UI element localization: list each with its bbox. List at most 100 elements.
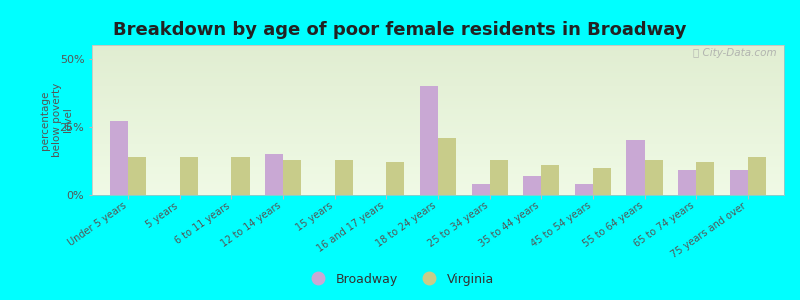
Y-axis label: percentage
below poverty
level: percentage below poverty level — [40, 83, 74, 157]
Bar — [748, 157, 766, 195]
Bar — [92, 99, 784, 101]
Bar — [92, 137, 784, 139]
Bar — [92, 52, 784, 54]
Bar — [92, 96, 784, 98]
Bar — [92, 161, 784, 163]
Bar — [283, 160, 301, 195]
Bar — [92, 178, 784, 180]
Bar — [92, 141, 784, 142]
Bar — [92, 159, 784, 161]
Bar — [92, 129, 784, 131]
Bar — [92, 107, 784, 109]
Bar — [92, 144, 784, 146]
Bar — [420, 86, 438, 195]
Bar — [92, 133, 784, 135]
Bar — [92, 88, 784, 90]
Bar — [92, 77, 784, 79]
Bar — [92, 47, 784, 49]
Bar — [92, 51, 784, 52]
Bar — [92, 171, 784, 172]
Bar — [471, 184, 490, 195]
Text: 15 years: 15 years — [294, 201, 334, 233]
Bar — [92, 82, 784, 84]
Bar — [92, 69, 784, 71]
Bar — [542, 165, 559, 195]
Bar — [92, 139, 784, 141]
Bar — [92, 146, 784, 148]
Bar — [92, 176, 784, 178]
Bar — [92, 68, 784, 69]
Text: 45 to 54 years: 45 to 54 years — [530, 201, 593, 249]
Bar — [92, 150, 784, 152]
Bar — [92, 109, 784, 111]
Bar — [92, 189, 784, 191]
Bar — [92, 165, 784, 167]
Bar — [92, 186, 784, 188]
Bar — [92, 135, 784, 137]
Bar — [92, 90, 784, 92]
Bar — [92, 58, 784, 60]
Bar — [523, 176, 542, 195]
Bar — [92, 54, 784, 56]
Bar — [92, 105, 784, 107]
Bar — [92, 60, 784, 62]
Bar — [92, 66, 784, 68]
Bar — [92, 103, 784, 105]
Bar — [92, 193, 784, 195]
Bar — [678, 170, 696, 195]
Bar — [92, 98, 784, 99]
Text: 55 to 64 years: 55 to 64 years — [581, 201, 645, 249]
Text: 35 to 44 years: 35 to 44 years — [478, 201, 542, 249]
Bar — [265, 154, 283, 195]
Bar — [696, 162, 714, 195]
Bar — [92, 182, 784, 184]
Bar — [730, 170, 748, 195]
Bar — [92, 116, 784, 118]
Bar — [92, 156, 784, 158]
Bar — [92, 191, 784, 193]
Text: 16 and 17 years: 16 and 17 years — [316, 201, 386, 254]
Bar — [593, 168, 611, 195]
Bar — [438, 138, 456, 195]
Bar — [92, 158, 784, 159]
Bar — [180, 157, 198, 195]
Bar — [92, 172, 784, 174]
Bar — [92, 124, 784, 126]
Bar — [626, 140, 645, 195]
Bar — [92, 49, 784, 51]
Bar — [92, 79, 784, 81]
Bar — [92, 112, 784, 114]
Bar — [92, 128, 784, 129]
Bar — [92, 120, 784, 122]
Text: Breakdown by age of poor female residents in Broadway: Breakdown by age of poor female resident… — [114, 21, 686, 39]
Bar — [92, 174, 784, 176]
Text: 12 to 14 years: 12 to 14 years — [219, 201, 283, 249]
Bar — [92, 180, 784, 182]
Bar — [92, 111, 784, 112]
Bar — [334, 160, 353, 195]
Bar — [92, 84, 784, 86]
Bar — [92, 56, 784, 58]
Bar — [92, 114, 784, 116]
Bar — [92, 148, 784, 150]
Bar — [92, 92, 784, 94]
Bar — [231, 157, 250, 195]
Bar — [490, 160, 508, 195]
Bar — [92, 169, 784, 171]
Bar — [92, 154, 784, 156]
Bar — [92, 71, 784, 73]
Bar — [92, 64, 784, 66]
Bar — [386, 162, 405, 195]
Bar — [92, 122, 784, 124]
Bar — [128, 157, 146, 195]
Text: 6 to 11 years: 6 to 11 years — [173, 201, 231, 246]
Bar — [92, 118, 784, 120]
Text: 25 to 34 years: 25 to 34 years — [426, 201, 490, 249]
Text: 18 to 24 years: 18 to 24 years — [374, 201, 438, 249]
Bar — [92, 126, 784, 127]
Bar — [92, 188, 784, 189]
Bar — [92, 62, 784, 64]
Text: 5 years: 5 years — [144, 201, 180, 230]
Text: Under 5 years: Under 5 years — [66, 201, 128, 248]
Bar — [92, 142, 784, 144]
